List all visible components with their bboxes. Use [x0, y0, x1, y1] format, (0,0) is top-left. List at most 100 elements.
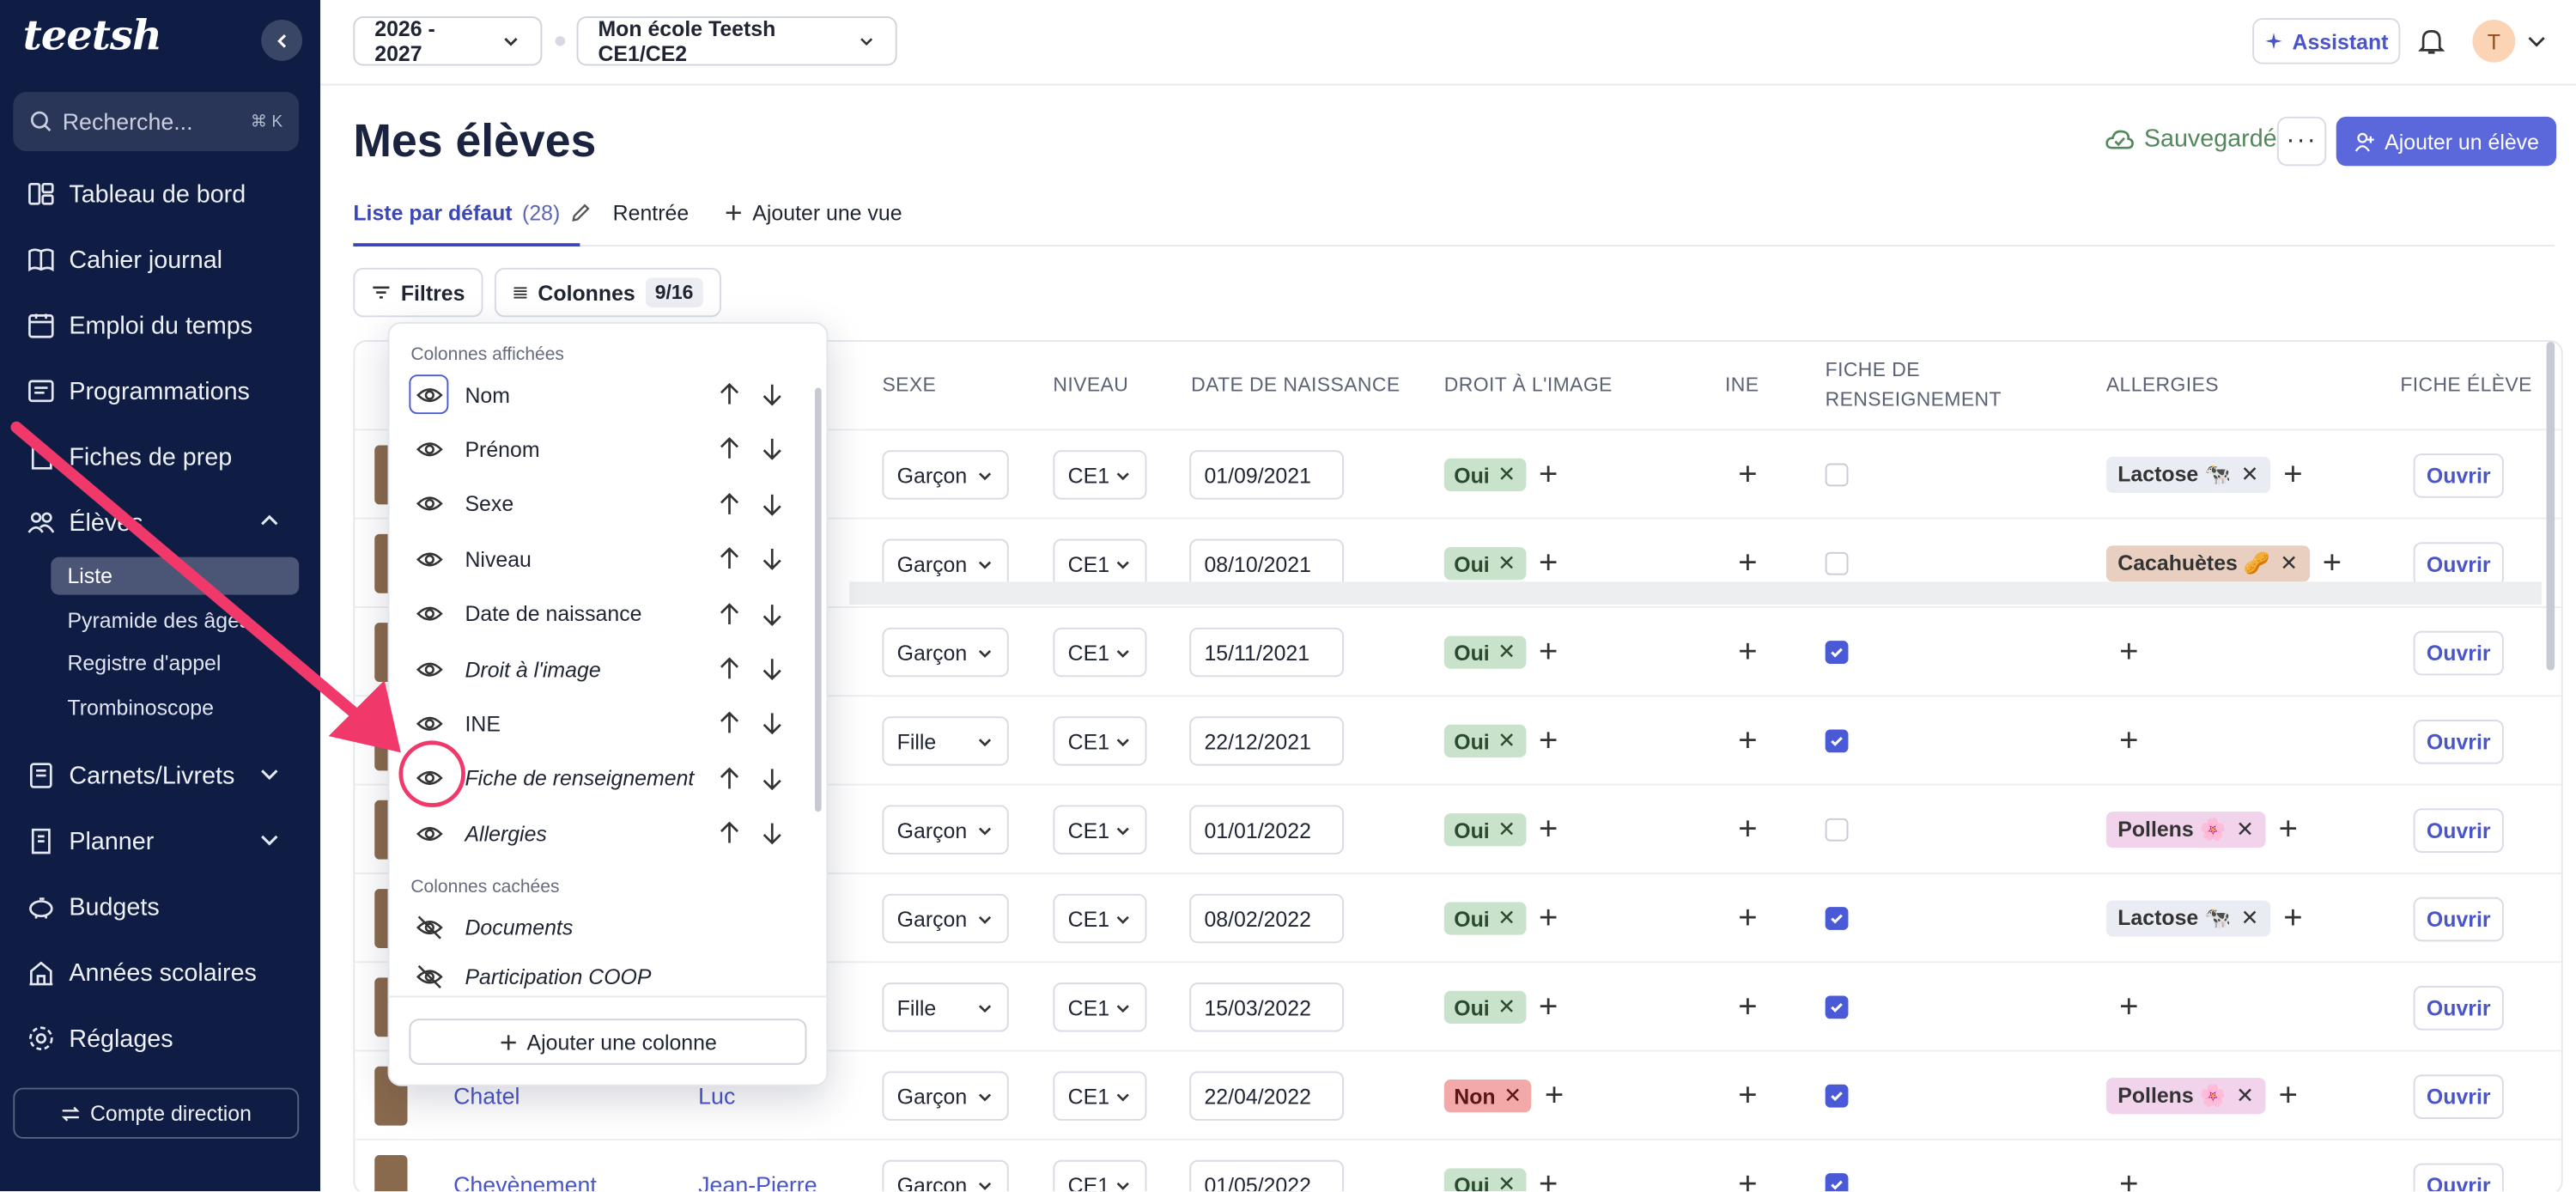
add-image-right-button[interactable]: + [1538, 634, 1558, 671]
remove-icon[interactable]: ✕ [1498, 905, 1516, 930]
sexe-select[interactable]: Garçon [882, 627, 1009, 678]
fiche-checkbox[interactable] [1825, 729, 1849, 753]
sidebar-subitem-registre[interactable]: Registre d'appel [67, 650, 222, 676]
shown-column-item[interactable]: Fiche de renseignement [409, 754, 803, 803]
image-rights-badge[interactable]: Oui ✕ [1443, 458, 1526, 492]
tab-rentree[interactable]: Rentrée [612, 200, 690, 226]
cell-prenom[interactable]: Luc [698, 1052, 735, 1140]
toggle-visibility-button[interactable] [409, 813, 448, 853]
niveau-select[interactable]: CE1 [1053, 1159, 1147, 1192]
avatar[interactable]: T [2472, 19, 2516, 63]
open-student-button[interactable]: Ouvrir [2413, 1162, 2504, 1192]
add-allergy-button[interactable]: + [2283, 456, 2303, 493]
add-allergy-button[interactable]: + [2283, 900, 2303, 937]
image-rights-badge[interactable]: Oui ✕ [1443, 547, 1526, 581]
school-selector[interactable]: Mon école Teetsh CE1/CE2 [576, 16, 897, 66]
remove-icon[interactable]: ✕ [2240, 461, 2259, 487]
student-last-name[interactable]: Chatel [453, 1082, 520, 1110]
shown-column-item[interactable]: INE [409, 699, 803, 748]
remove-icon[interactable]: ✕ [1504, 1082, 1522, 1108]
sidebar-item-programmations[interactable]: Programmations [0, 363, 320, 419]
more-options-button[interactable]: ··· [2276, 116, 2327, 167]
remove-icon[interactable]: ✕ [2236, 816, 2254, 842]
sidebar-item-annees-scolaires[interactable]: Années scolaires [0, 945, 320, 1000]
sidebar-subitem-trombinoscope[interactable]: Trombinoscope [67, 695, 214, 721]
shown-column-item[interactable]: Date de naissance [409, 589, 803, 638]
arrow-up-icon[interactable] [716, 765, 743, 792]
shown-column-item[interactable]: Sexe [409, 479, 803, 528]
add-image-right-button[interactable]: + [1544, 1078, 1564, 1115]
remove-icon[interactable]: ✕ [1498, 461, 1516, 487]
arrow-down-icon[interactable] [759, 381, 786, 408]
column-header-date[interactable]: DATE DE NAISSANCE [1191, 373, 1400, 397]
cell-nom[interactable]: Chevènement [453, 1140, 597, 1191]
tab-liste-par-defaut[interactable]: Liste par défaut (28) [353, 200, 591, 225]
remove-icon[interactable]: ✕ [2240, 905, 2259, 930]
sexe-select[interactable]: Garçon [882, 450, 1009, 500]
add-column-button[interactable]: Ajouter une colonne [409, 1019, 807, 1065]
shown-column-item[interactable]: Prénom [409, 424, 803, 473]
column-header-fiche-eleve[interactable]: FICHE ÉLÈVE [2400, 373, 2532, 397]
add-ine-button[interactable]: + [1738, 456, 1758, 493]
sexe-select[interactable]: Garçon [882, 805, 1009, 854]
shown-column-item[interactable]: Droit à l'image [409, 644, 803, 693]
fiche-checkbox[interactable] [1825, 463, 1849, 487]
toggle-visibility-button[interactable] [409, 539, 448, 579]
sexe-select[interactable]: Garçon [882, 1159, 1009, 1192]
toggle-visibility-button[interactable] [409, 907, 448, 946]
birthdate-input[interactable]: 01/05/2022 [1189, 1159, 1345, 1192]
remove-icon[interactable]: ✕ [1498, 727, 1516, 753]
add-allergy-button[interactable]: + [2119, 722, 2139, 759]
fiche-checkbox[interactable] [1825, 995, 1849, 1019]
assistant-button[interactable]: Assistant [2252, 18, 2401, 64]
arrow-down-icon[interactable] [759, 710, 786, 737]
add-allergy-button[interactable]: + [2119, 988, 2139, 1025]
allergy-tag[interactable]: Pollens 🌸 ✕ [2105, 812, 2266, 848]
cell-nom[interactable]: Chatel [453, 1052, 519, 1140]
arrow-up-icon[interactable] [716, 381, 743, 408]
column-header-allergies[interactable]: ALLERGIES [2105, 373, 2219, 397]
add-image-right-button[interactable]: + [1538, 812, 1558, 848]
sidebar-item-planner[interactable]: Planner [0, 813, 320, 869]
add-ine-button[interactable]: + [1738, 1166, 1758, 1192]
open-student-button[interactable]: Ouvrir [2413, 453, 2504, 497]
add-image-right-button[interactable]: + [1538, 456, 1558, 493]
fiche-checkbox[interactable] [1825, 551, 1849, 575]
add-allergy-button[interactable]: + [2322, 545, 2342, 582]
fiche-checkbox[interactable] [1825, 1173, 1849, 1192]
collapse-sidebar-button[interactable] [261, 19, 303, 61]
sidebar-item-cahier-journal[interactable]: Cahier journal [0, 232, 320, 288]
shown-column-item[interactable]: Allergies [409, 809, 803, 858]
add-ine-button[interactable]: + [1738, 722, 1758, 759]
arrow-up-icon[interactable] [716, 820, 743, 847]
allergy-tag[interactable]: Pollens 🌸 ✕ [2105, 1078, 2266, 1115]
arrow-down-icon[interactable] [759, 765, 786, 792]
image-rights-badge[interactable]: Oui ✕ [1443, 813, 1526, 847]
sidebar-item-emploi-du-temps[interactable]: Emploi du temps [0, 297, 320, 353]
add-ine-button[interactable]: + [1738, 812, 1758, 848]
compte-direction-button[interactable]: Compte direction [13, 1087, 300, 1139]
sexe-select[interactable]: Garçon [882, 1071, 1009, 1121]
niveau-select[interactable]: CE1 [1053, 1071, 1147, 1121]
column-header-ine[interactable]: INE [1724, 373, 1759, 397]
birthdate-input[interactable]: 08/10/2021 [1189, 538, 1345, 588]
sidebar-item-tableau-de-bord[interactable]: Tableau de bord [0, 166, 320, 222]
year-selector[interactable]: 2026 - 2027 [353, 16, 543, 66]
add-image-right-button[interactable]: + [1538, 722, 1558, 759]
bell-icon[interactable] [2418, 27, 2445, 56]
popup-scrollbar[interactable] [814, 387, 822, 812]
birthdate-input[interactable]: 08/02/2022 [1189, 893, 1345, 944]
birthdate-input[interactable]: 01/09/2021 [1189, 450, 1345, 500]
sexe-select[interactable]: Fille [882, 716, 1009, 766]
remove-icon[interactable]: ✕ [1498, 1171, 1516, 1192]
column-header-niveau[interactable]: NIVEAU [1053, 373, 1129, 397]
hidden-column-item[interactable]: Participation COOP [409, 952, 803, 1000]
arrow-up-icon[interactable] [716, 710, 743, 737]
sidebar-item-carnets-livrets[interactable]: Carnets/Livrets [0, 748, 320, 804]
sidebar-item-eleves[interactable]: Élèves [0, 495, 320, 550]
arrow-up-icon[interactable] [716, 546, 743, 573]
fiche-checkbox[interactable] [1825, 818, 1849, 842]
columns-button[interactable]: Colonnes 9/16 [494, 267, 721, 318]
open-student-button[interactable]: Ouvrir [2413, 541, 2504, 587]
birthdate-input[interactable]: 15/03/2022 [1189, 982, 1345, 1032]
